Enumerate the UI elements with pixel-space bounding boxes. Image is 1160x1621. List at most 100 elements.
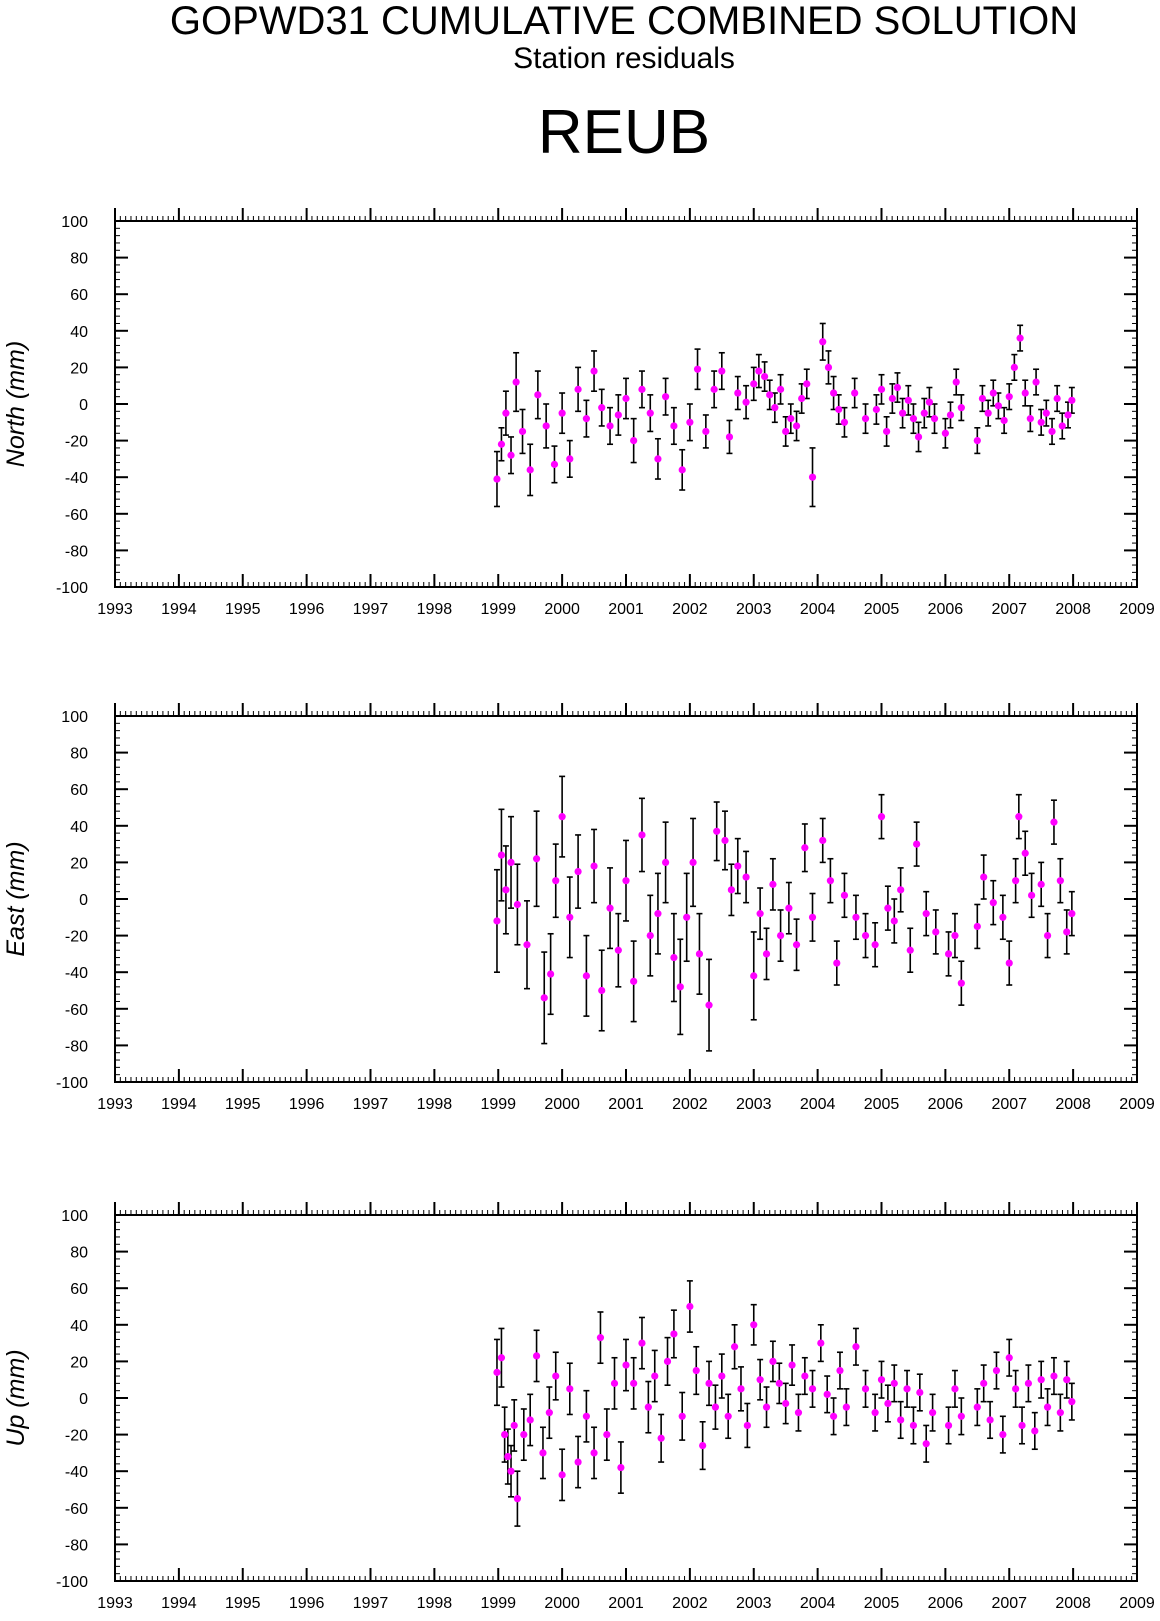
data-point [1042,409,1050,417]
data-point [951,1385,959,1393]
x-tick-label: 1995 [225,1096,261,1113]
data-point [497,440,506,448]
data-point [742,873,750,881]
data-point [861,415,870,423]
north-panel: 1993 1994 1995 1996 1997 1998 1999 2000 2001 2002… [2,208,1155,618]
data-point [792,422,801,430]
data-point [893,383,902,392]
data-point [734,389,742,397]
data-point [1031,1427,1039,1435]
data-point [925,398,934,406]
y-tick-label: 0 [79,892,88,909]
y-tick-label: -20 [65,434,88,451]
data-point [654,455,662,463]
data-point [1068,396,1076,404]
data-point [984,409,992,417]
data-point [710,385,718,393]
data-point [824,363,833,371]
data-point [782,427,790,436]
data-point [518,427,527,436]
y-tick-label: -60 [65,1501,88,1518]
data-point [603,1431,611,1439]
data-point [871,1409,879,1417]
x-tick-label: 1994 [161,601,197,618]
data-point [788,1361,796,1369]
data-point [1005,393,1013,401]
data-point [646,932,654,940]
data-point [493,917,501,925]
data-point [1000,416,1008,425]
x-tick-label: 2006 [928,1096,964,1113]
data-point [750,1321,758,1329]
data-point [582,1412,590,1420]
x-tick-label: 2006 [928,601,964,618]
data-point [713,827,721,835]
data-point [986,1416,994,1424]
x-tick-label: 2009 [1119,1595,1155,1612]
data-point [730,1343,739,1351]
data-point [929,1409,937,1417]
data-point [782,1399,790,1408]
data-point [1050,818,1058,826]
y-tick-label: 20 [70,360,88,377]
x-tick-label: 2007 [991,1096,1027,1113]
data-point [598,986,606,995]
y-tick-label: -40 [65,1464,88,1481]
data-point [922,1440,930,1448]
data-point [801,1372,809,1380]
data-point [840,891,849,899]
data-point [1053,394,1061,403]
y-tick-label: -100 [56,580,88,597]
data-point [545,1409,553,1417]
data-point [851,389,859,397]
x-tick-label: 2001 [608,1595,644,1612]
y-tick-label: 100 [61,214,88,231]
data-point [808,473,817,481]
data-point [693,365,702,373]
data-point [1037,1376,1045,1384]
data-point [540,994,548,1002]
x-tick-label: 2003 [736,601,772,618]
y-tick-label: -60 [65,507,88,524]
data-point [829,389,838,397]
x-tick-label: 2009 [1119,1096,1155,1113]
data-point [992,1366,1001,1375]
data-point [1016,334,1024,342]
y-tick-label: 80 [70,746,88,763]
data-point [897,1416,905,1424]
data-point [502,886,510,894]
data-point [890,917,898,925]
data-point [973,922,981,931]
up-panel: 1993 1994 1995 1996 1997 1998 1999 2000 2001 2002… [2,1202,1155,1612]
data-point [884,1399,892,1408]
data-point [1063,928,1071,936]
data-point [944,1421,953,1430]
data-point [617,1463,625,1472]
data-point [750,380,758,388]
data-point [957,1412,965,1420]
x-tick-label: 1994 [161,1096,197,1113]
data-point [890,1379,898,1387]
data-point [1032,378,1040,386]
data-point [513,900,522,909]
data-point [803,380,811,388]
data-point [558,409,566,417]
x-tick-label: 1997 [353,601,389,618]
data-point [721,836,729,845]
data-point [622,877,630,885]
y-tick-label: 60 [70,1281,88,1298]
data-point [1056,1409,1064,1417]
data-point [914,433,923,441]
data-point [1015,813,1023,821]
data-point [909,415,918,423]
x-tick-label: 1996 [289,601,325,618]
y-axis-label: North (mm) [2,341,30,467]
data-point [670,953,678,962]
data-point [872,405,880,414]
data-point [762,950,771,958]
y-tick-label: 40 [70,324,88,341]
data-point [999,913,1007,921]
data-point [904,396,912,404]
data-point [630,1379,638,1387]
y-tick-label: -60 [65,1002,88,1019]
